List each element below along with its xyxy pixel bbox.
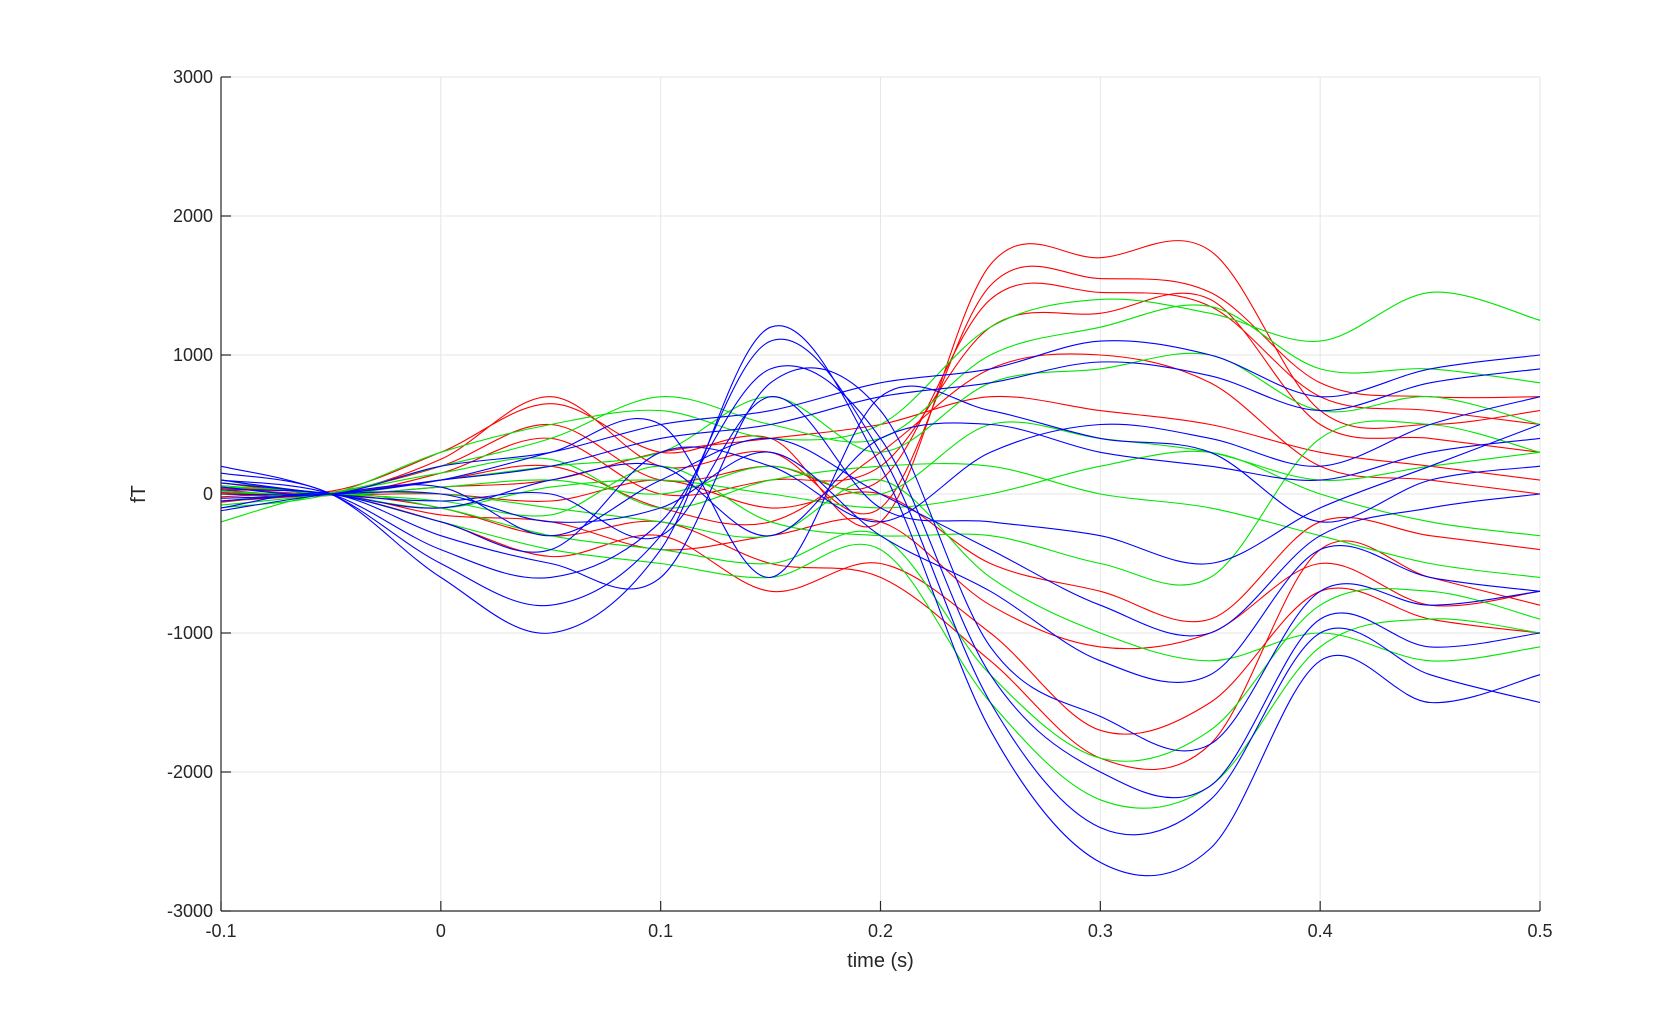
y-axis-label: fT: [128, 485, 150, 503]
series-line-red-8: [220, 493, 1541, 650]
series-line-red-4: [220, 292, 1541, 497]
x-tick-label: 0: [436, 921, 446, 941]
x-tick-label: 0.4: [1308, 921, 1333, 941]
series-line-blue-27: [220, 451, 1541, 683]
y-tick-label: 2000: [173, 206, 213, 226]
x-tick-label: -0.1: [205, 921, 236, 941]
series-traces: [220, 240, 1541, 877]
y-tick-label: 0: [203, 484, 213, 504]
y-tick-label: -1000: [167, 623, 213, 643]
series-line-blue-25: [220, 340, 1541, 496]
series-line-blue-28: [220, 422, 1541, 537]
series-line-green-14: [220, 493, 1541, 762]
x-axis-ticks: -0.1 0 0.1 0.2 0.3 0.4 0.5: [205, 901, 1553, 941]
series-line-blue-22: [220, 325, 1541, 877]
y-tick-label: 1000: [173, 345, 213, 365]
series-line-blue-32: [220, 396, 1541, 565]
y-axis-ticks: -3000 -2000 -1000 0 1000 2000 3000: [167, 67, 231, 921]
series-line-blue-30: [220, 396, 1541, 553]
series-line-blue-31: [220, 385, 1541, 578]
series-line-blue-23: [220, 365, 1541, 799]
series-line-red-1: [220, 240, 1541, 528]
series-line-blue-24: [220, 367, 1541, 752]
x-tick-label: 0.5: [1527, 921, 1552, 941]
x-tick-label: 0.3: [1088, 921, 1113, 941]
y-tick-label: -3000: [167, 901, 213, 921]
series-line-red-3: [220, 282, 1541, 502]
series-line-blue-29: [220, 437, 1541, 637]
series-line-red-2: [220, 265, 1541, 515]
x-axis-label: time (s): [847, 950, 914, 972]
series-line-blue-21: [220, 338, 1541, 836]
x-tick-label: 0.2: [868, 921, 893, 941]
series-line-green-11: [220, 291, 1541, 509]
y-tick-label: 3000: [173, 67, 213, 87]
y-tick-label: -2000: [167, 762, 213, 782]
x-tick-label: 0.1: [648, 921, 673, 941]
